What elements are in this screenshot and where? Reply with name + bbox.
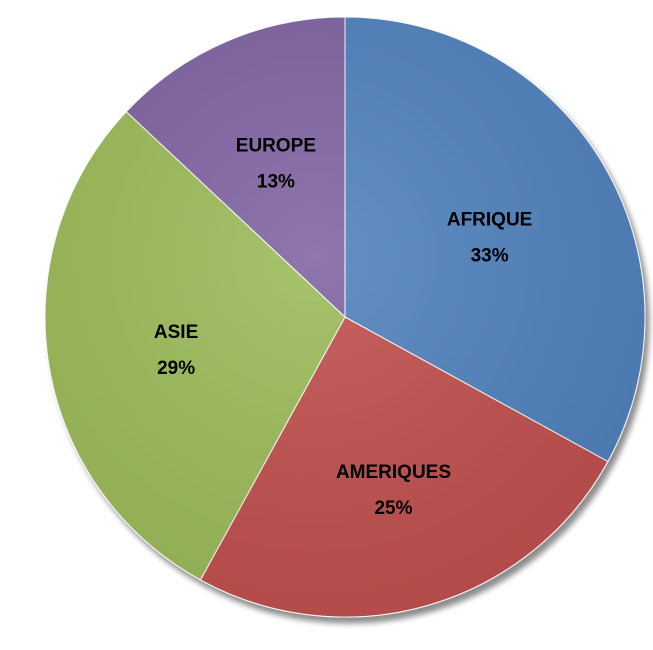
slice-value-europe: 13%: [257, 171, 295, 192]
slice-label-asie: ASIE: [154, 322, 198, 343]
slice-label-europe: EUROPE: [236, 135, 316, 156]
slice-value-asie: 29%: [157, 358, 195, 379]
slice-label-ameriques: AMERIQUES: [336, 462, 451, 483]
slice-value-afrique: 33%: [471, 246, 509, 267]
slice-value-ameriques: 25%: [374, 498, 412, 519]
pie-slices: [44, 16, 646, 618]
pie-labels: AFRIQUE 33% AMERIQUES 25% ASIE 29% EUROPE 13%: [154, 135, 532, 519]
slice-label-afrique: AFRIQUE: [447, 210, 533, 231]
